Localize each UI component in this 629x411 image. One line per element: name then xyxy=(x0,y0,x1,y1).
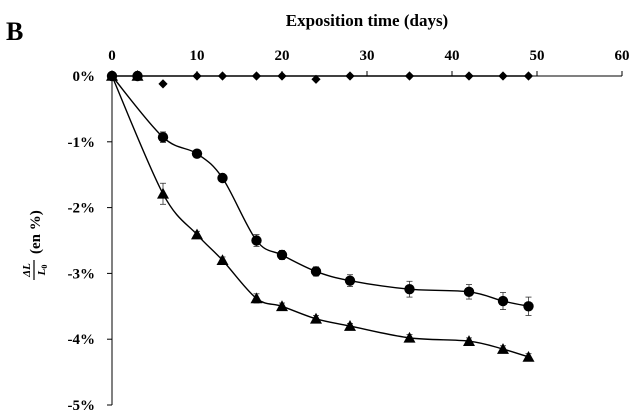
diamond-data-point xyxy=(311,74,321,84)
triangle-data-point xyxy=(344,320,356,331)
y-axis-title: ΔL L0 (en %) xyxy=(21,210,49,280)
axis-ticks: 0 10 20 30 40 50 60 0% -1% -2% -3% -4% -5% xyxy=(68,48,629,411)
circle-data-point xyxy=(497,295,509,307)
trend-lines xyxy=(111,75,529,358)
triangle-data-point xyxy=(276,300,288,312)
y-tick-label: -1% xyxy=(68,135,96,151)
circle-data-point xyxy=(523,301,534,312)
panel-label: B xyxy=(6,17,23,46)
y-tick-label: 0% xyxy=(73,69,96,85)
y-tick-label: -3% xyxy=(68,266,96,282)
diamond-data-point xyxy=(404,71,415,81)
circle-data-point xyxy=(276,249,288,261)
triangle-series-trend-line xyxy=(111,75,529,358)
circle-data-point xyxy=(404,283,415,295)
diamond-data-point xyxy=(192,71,202,81)
y-axis-title-numerator: ΔL xyxy=(21,263,33,278)
triangle-data-point xyxy=(310,312,322,324)
error-bars xyxy=(160,131,532,361)
x-tick-label: 20 xyxy=(275,48,290,64)
triangle-data-point xyxy=(250,292,263,304)
circle-data-point xyxy=(157,131,169,143)
diamond-data-point xyxy=(498,71,508,81)
diamond-data-point xyxy=(217,71,228,81)
x-tick-label: 60 xyxy=(615,48,629,64)
diamond-data-point xyxy=(277,71,287,81)
diamond-data-point xyxy=(464,71,474,81)
x-tick-label: 30 xyxy=(360,48,375,64)
triangle-data-point xyxy=(497,343,509,354)
circle-data-point xyxy=(310,266,322,277)
circle-data-point xyxy=(251,235,262,246)
diamond-data-point xyxy=(158,79,168,89)
triangle-data-point xyxy=(522,350,535,362)
triangle-data-point xyxy=(191,228,203,240)
diamond-data-point xyxy=(523,71,534,81)
y-axis-title-suffix: (en %) xyxy=(28,210,44,254)
circle-data-point xyxy=(344,275,356,286)
y-axis-title-denominator: L0 xyxy=(36,265,49,277)
circle-data-point xyxy=(217,172,228,184)
circle-data-point xyxy=(463,286,475,298)
triangle-data-point xyxy=(403,331,416,343)
triangle-data-point xyxy=(106,70,118,81)
y-tick-label: -4% xyxy=(68,332,96,348)
y-tick-label: -2% xyxy=(68,201,96,217)
x-tick-label: 10 xyxy=(190,48,205,64)
y-tick-label: -5% xyxy=(68,398,96,411)
diamond-data-point xyxy=(251,71,262,81)
triangle-data-point xyxy=(216,254,229,266)
x-axis-title: Exposition time (days) xyxy=(286,11,448,30)
axes xyxy=(111,75,622,405)
x-tick-label: 50 xyxy=(530,48,545,64)
triangle-data-point xyxy=(131,70,144,81)
x-tick-label: 40 xyxy=(445,48,460,64)
circle-data-point xyxy=(191,148,203,159)
triangle-data-point xyxy=(157,187,169,199)
x-tick-label: 0 xyxy=(108,48,116,64)
diamond-data-point xyxy=(345,71,355,81)
data-points xyxy=(106,70,535,362)
triangle-data-point xyxy=(463,335,475,346)
